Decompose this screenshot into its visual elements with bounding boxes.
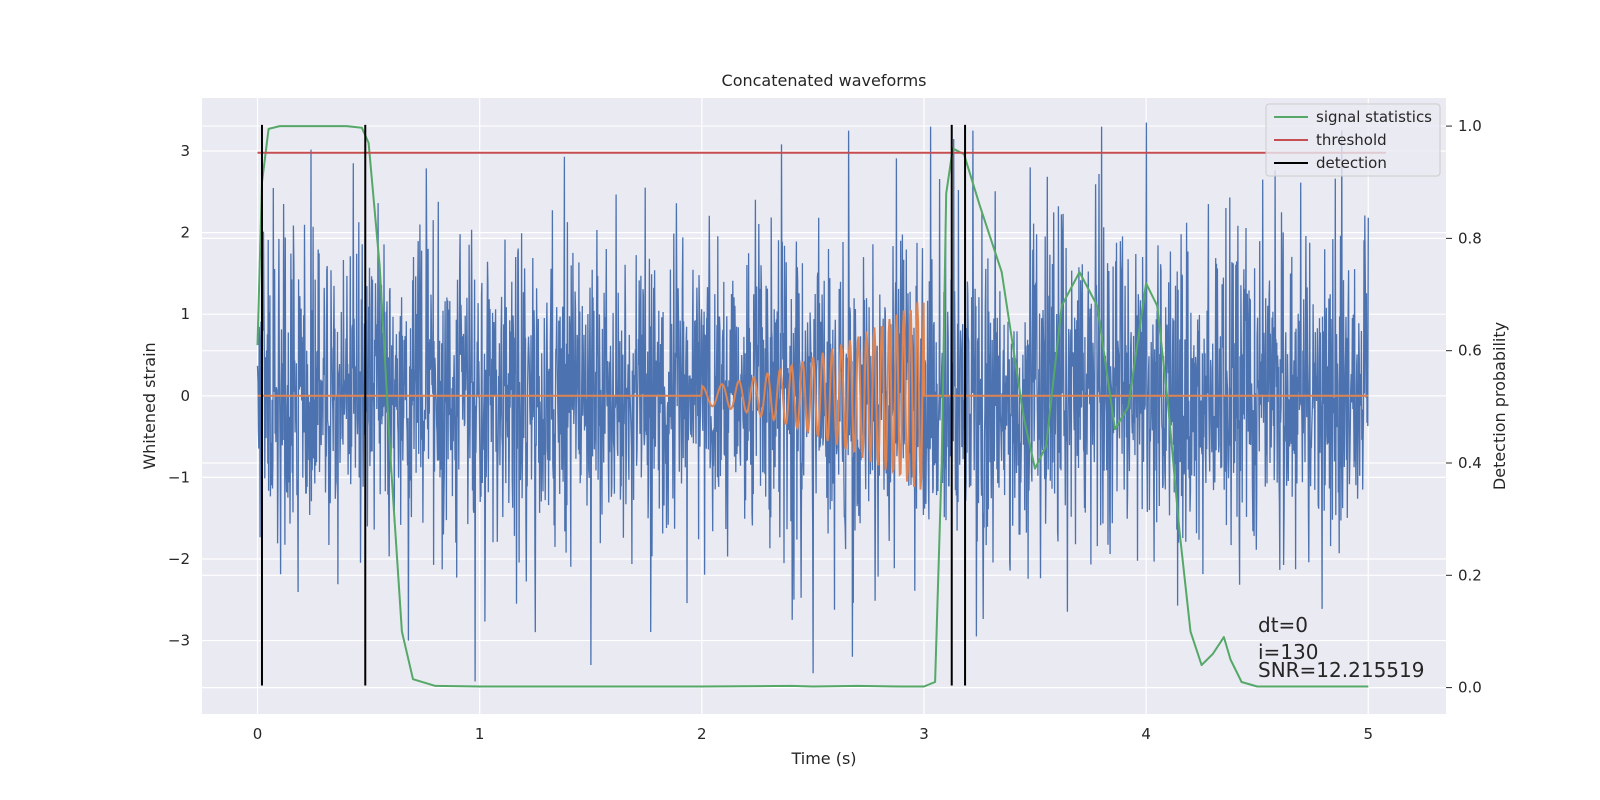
chart-title: Concatenated waveforms xyxy=(722,71,927,90)
y2-tick-label: 0.8 xyxy=(1458,229,1482,247)
y-tick-label: −2 xyxy=(168,550,190,568)
strain-noise-line xyxy=(256,122,1369,682)
y-axis-label: Whitened strain xyxy=(140,342,159,469)
x-tick-label: 1 xyxy=(475,725,485,743)
y-tick-label: 3 xyxy=(180,142,190,160)
annotation-dt: dt=0 xyxy=(1258,613,1308,637)
annotation-snr: SNR=12.215519 xyxy=(1258,658,1424,682)
x-tick-label: 5 xyxy=(1363,725,1373,743)
x-axis-label: Time (s) xyxy=(790,749,856,768)
signal-statistics-line xyxy=(256,125,1369,688)
injected-chirp-line xyxy=(257,302,1369,490)
x-tick-label: 0 xyxy=(253,725,263,743)
y-tick-label: −3 xyxy=(168,632,190,650)
y-tick-label: 2 xyxy=(180,224,190,242)
x-tick-label: 4 xyxy=(1141,725,1151,743)
y2-tick-label: 0.6 xyxy=(1458,342,1482,360)
y-tick-label: 1 xyxy=(180,305,190,323)
legend-box xyxy=(1265,103,1441,177)
legend-label-detection: detection xyxy=(1316,154,1387,172)
annotation-index: i=130 xyxy=(1258,640,1319,664)
y2-axis-label: Detection probability xyxy=(1490,322,1509,490)
y-tick-label: −1 xyxy=(168,468,190,486)
x-tick-label: 3 xyxy=(919,725,929,743)
legend-label-threshold: threshold xyxy=(1316,131,1387,149)
y2-tick-label: 0.0 xyxy=(1458,679,1482,697)
legend-label-signal-statistics: signal statistics xyxy=(1316,108,1432,126)
x-tick-label: 2 xyxy=(697,725,707,743)
y2-tick-label: 1.0 xyxy=(1458,117,1482,135)
y-tick-label: 0 xyxy=(180,387,190,405)
series-layer xyxy=(256,122,1386,688)
y2-tick-label: 0.4 xyxy=(1458,454,1482,472)
tick-labels: 0 1 2 3 4 5 −3 −2 −1 0 1 2 3 0.0 0.2 0.4 0.6 0.8 1.0 xyxy=(168,117,1482,743)
legend: signal statistics threshold detection xyxy=(1265,103,1441,177)
y2-tick-label: 0.2 xyxy=(1458,566,1482,584)
